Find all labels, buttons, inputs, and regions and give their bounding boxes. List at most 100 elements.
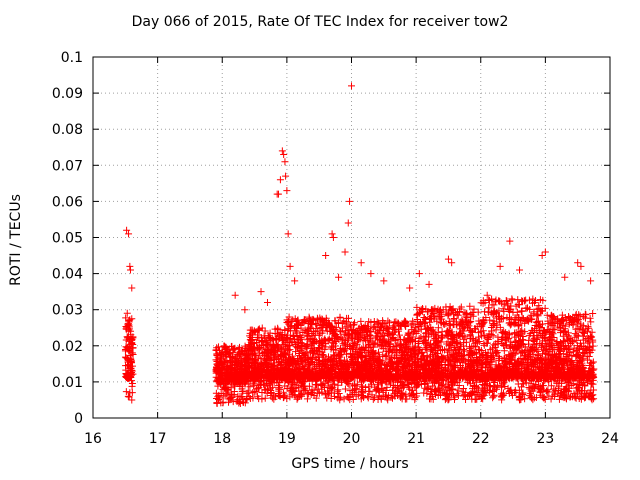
data-point	[463, 365, 471, 373]
data-point	[357, 322, 365, 330]
data-point	[405, 365, 413, 373]
data-point	[375, 363, 383, 371]
data-point	[402, 337, 410, 345]
data-point	[413, 374, 421, 382]
data-point	[277, 370, 285, 378]
data-point	[430, 360, 438, 368]
data-point	[354, 371, 362, 379]
data-point	[122, 366, 130, 374]
data-point	[360, 393, 368, 401]
data-point	[356, 348, 364, 356]
data-point	[373, 381, 381, 389]
data-point	[261, 394, 269, 402]
data-point	[333, 332, 341, 340]
data-point	[331, 317, 339, 325]
data-point	[263, 340, 271, 348]
data-point	[575, 311, 583, 319]
data-point	[409, 320, 417, 328]
data-point	[358, 392, 366, 400]
data-point	[332, 363, 340, 371]
data-point	[433, 308, 441, 316]
data-point	[441, 361, 449, 369]
data-point	[389, 363, 397, 371]
data-point	[341, 385, 349, 393]
data-point	[227, 384, 235, 392]
data-point	[560, 337, 568, 345]
data-point	[332, 323, 340, 331]
data-point	[514, 322, 522, 330]
data-point	[302, 371, 310, 379]
data-point	[278, 337, 286, 345]
data-point	[505, 307, 513, 315]
data-point	[344, 394, 352, 402]
data-point	[505, 389, 513, 397]
data-point	[378, 384, 386, 392]
data-point	[413, 303, 421, 311]
data-point	[514, 296, 522, 304]
data-point	[527, 379, 535, 387]
data-point	[388, 330, 396, 338]
data-point	[537, 307, 545, 315]
data-point	[437, 310, 445, 318]
data-point	[498, 383, 506, 391]
data-point	[446, 358, 454, 366]
data-point	[398, 363, 406, 371]
data-point	[248, 348, 256, 356]
data-point	[404, 362, 412, 370]
data-point	[236, 378, 244, 386]
data-point	[394, 382, 402, 390]
data-point	[351, 381, 359, 389]
data-point	[415, 347, 423, 355]
data-point	[414, 361, 422, 369]
data-point	[468, 366, 476, 374]
data-point	[376, 324, 384, 332]
data-point	[214, 382, 222, 390]
data-point	[348, 390, 356, 398]
data-point	[375, 348, 383, 356]
data-point	[482, 313, 490, 321]
data-point	[293, 344, 301, 352]
data-point	[469, 335, 477, 343]
data-point	[429, 309, 437, 317]
data-point	[336, 346, 344, 354]
data-point	[529, 336, 537, 344]
data-point	[408, 386, 416, 394]
data-point	[486, 316, 494, 324]
data-point	[248, 373, 256, 381]
data-point	[466, 327, 474, 335]
data-point	[291, 315, 299, 323]
data-point	[512, 302, 520, 310]
data-point	[368, 391, 376, 399]
data-point	[494, 340, 502, 348]
data-point	[258, 337, 266, 345]
data-point	[474, 365, 482, 373]
data-point	[262, 357, 270, 365]
data-point	[428, 392, 436, 400]
data-point	[517, 365, 525, 373]
data-point	[395, 325, 403, 333]
data-point	[454, 308, 462, 316]
data-point	[319, 339, 327, 347]
data-point	[382, 347, 390, 355]
data-point	[517, 349, 525, 357]
data-point	[288, 391, 296, 399]
data-point	[444, 396, 452, 404]
data-point	[488, 301, 496, 309]
data-point	[399, 390, 407, 398]
data-point	[269, 366, 277, 374]
data-point	[124, 345, 132, 353]
data-point	[349, 361, 357, 369]
data-point	[379, 338, 387, 346]
data-point	[419, 352, 427, 360]
data-point	[129, 362, 137, 370]
data-point	[255, 336, 263, 344]
data-point	[283, 319, 291, 327]
data-point	[214, 393, 222, 401]
data-point	[383, 383, 391, 391]
data-point	[479, 319, 487, 327]
data-point	[422, 346, 430, 354]
data-point	[340, 356, 348, 364]
data-point	[314, 353, 322, 361]
data-point	[304, 361, 312, 369]
data-point	[122, 354, 130, 362]
